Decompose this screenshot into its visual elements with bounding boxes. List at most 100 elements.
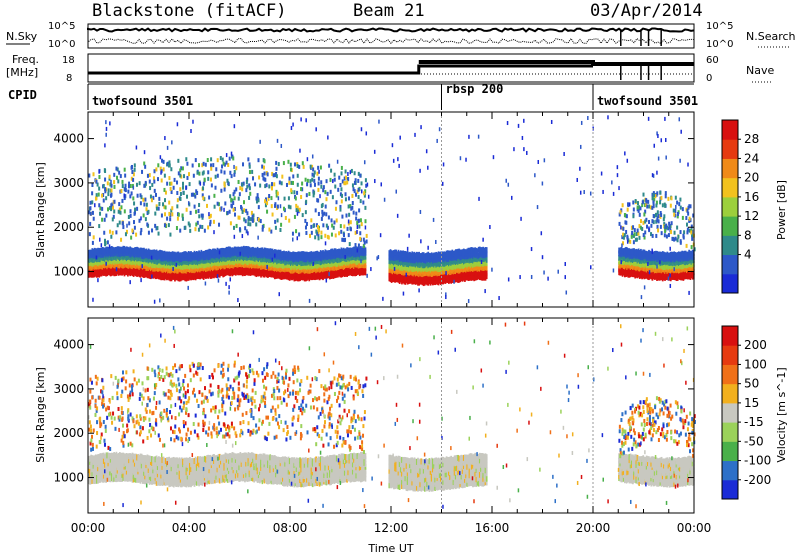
echo-cell bbox=[668, 224, 671, 229]
echo-cell bbox=[230, 255, 233, 262]
noise-speckle bbox=[159, 298, 161, 303]
echo-cell bbox=[466, 256, 469, 263]
echo-cell bbox=[314, 269, 316, 276]
echo-cell bbox=[146, 272, 149, 279]
echo-cell bbox=[456, 272, 458, 279]
echo-cell bbox=[206, 268, 208, 275]
echo-cell bbox=[426, 252, 429, 259]
noise-speckle bbox=[587, 115, 589, 120]
echo-cell bbox=[162, 266, 165, 273]
echo-cell bbox=[671, 263, 673, 270]
echo-cell bbox=[272, 271, 275, 278]
echo-cell bbox=[148, 249, 151, 256]
noise-speckle bbox=[311, 154, 314, 159]
echo-cell bbox=[99, 458, 102, 465]
echo-cell bbox=[133, 453, 136, 460]
echo-cell bbox=[164, 205, 167, 210]
echo-cell bbox=[221, 468, 223, 475]
echo-cell bbox=[104, 472, 106, 479]
echo-cell bbox=[210, 261, 213, 268]
echo-cell bbox=[364, 189, 367, 194]
echo-cell bbox=[113, 475, 115, 482]
echo-cell bbox=[272, 268, 275, 275]
echo-cell bbox=[464, 270, 466, 277]
echo-cell bbox=[314, 255, 316, 262]
echo-cell bbox=[648, 265, 650, 272]
echo-cell bbox=[144, 255, 146, 262]
echo-cell bbox=[89, 470, 91, 477]
echo-cell bbox=[88, 232, 91, 237]
noise-speckle bbox=[255, 248, 257, 253]
echo-cell bbox=[395, 258, 398, 265]
noise-speckle bbox=[583, 190, 585, 195]
echo-cell bbox=[294, 251, 297, 258]
echo-cell bbox=[191, 461, 194, 468]
colorbar-tick-label: 20 bbox=[744, 171, 759, 185]
echo-cell bbox=[320, 216, 323, 221]
echo-cell bbox=[401, 250, 403, 257]
echo-cell bbox=[133, 225, 136, 230]
echo-cell bbox=[92, 455, 95, 462]
echo-cell bbox=[691, 265, 694, 272]
echo-cell bbox=[210, 166, 213, 171]
echo-cell bbox=[349, 266, 352, 273]
echo-cell bbox=[214, 458, 216, 465]
echo-cell bbox=[160, 262, 163, 269]
echo-cell bbox=[284, 270, 287, 277]
echo-cell bbox=[133, 463, 136, 470]
echo-cell bbox=[251, 169, 254, 174]
echo-cell bbox=[634, 264, 637, 271]
echo-cell bbox=[106, 254, 109, 261]
echo-cell bbox=[661, 203, 664, 208]
echo-cell bbox=[191, 258, 194, 265]
echo-cell bbox=[296, 182, 299, 187]
echo-cell bbox=[322, 250, 324, 257]
echo-cell bbox=[92, 172, 95, 177]
echo-cell bbox=[91, 191, 94, 196]
echo-cell bbox=[306, 178, 309, 183]
echo-cell bbox=[193, 267, 196, 274]
echo-cell bbox=[287, 250, 290, 257]
echo-cell bbox=[109, 476, 112, 483]
echo-cell bbox=[284, 251, 287, 258]
echo-cell bbox=[139, 251, 142, 258]
echo-cell bbox=[92, 260, 95, 267]
echo-cell bbox=[638, 257, 641, 264]
echo-cell bbox=[449, 254, 451, 261]
echo-cell bbox=[153, 188, 156, 193]
echo-cell bbox=[143, 161, 146, 166]
echo-cell bbox=[263, 159, 266, 164]
noise-speckle bbox=[680, 129, 682, 134]
echo-cell bbox=[242, 258, 245, 265]
echo-cell bbox=[221, 477, 223, 484]
echo-cell bbox=[156, 471, 159, 478]
noise-speckle bbox=[669, 246, 671, 251]
echo-cell bbox=[460, 249, 463, 256]
echo-cell bbox=[195, 209, 198, 214]
echo-cell bbox=[237, 266, 239, 273]
echo-cell bbox=[401, 255, 403, 262]
echo-cell bbox=[643, 253, 646, 260]
echo-cell bbox=[139, 255, 142, 262]
echo-cell bbox=[194, 194, 197, 199]
noise-speckle bbox=[441, 181, 444, 186]
echo-cell bbox=[140, 462, 143, 469]
echo-cell bbox=[206, 458, 208, 465]
echo-cell bbox=[144, 455, 146, 462]
noise-speckle bbox=[99, 237, 101, 242]
echo-cell bbox=[292, 267, 295, 274]
echo-cell bbox=[179, 271, 182, 278]
echo-cell bbox=[168, 274, 171, 281]
echo-cell bbox=[242, 245, 245, 252]
echo-cell bbox=[651, 254, 654, 261]
echo-cell bbox=[262, 266, 265, 273]
echo-cell bbox=[146, 474, 149, 481]
echo-cell bbox=[388, 275, 391, 282]
echo-cell bbox=[346, 255, 348, 262]
echo-cell bbox=[291, 263, 293, 270]
echo-cell bbox=[461, 271, 464, 278]
echo-cell bbox=[245, 250, 247, 257]
noise-speckle bbox=[492, 155, 495, 160]
echo-cell bbox=[185, 254, 188, 261]
echo-cell bbox=[106, 456, 109, 463]
